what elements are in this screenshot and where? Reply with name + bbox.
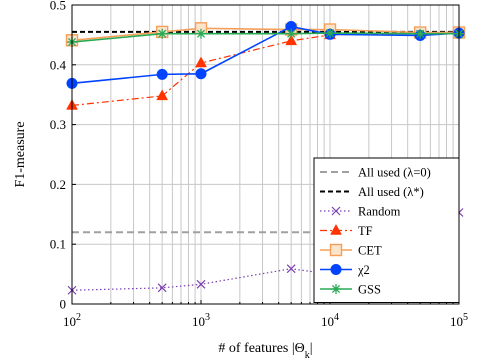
data-point: [196, 28, 206, 39]
series-1: [66, 25, 465, 110]
y-tick-label: 0.2: [50, 177, 66, 192]
y-tick-label: 0: [60, 297, 67, 312]
legend-marker: [329, 243, 343, 257]
legend-label: GSS: [358, 283, 381, 297]
plot-frame: [71, 4, 460, 305]
legend-marker: [330, 264, 342, 275]
data-point: [325, 28, 335, 39]
x-axis-label-main: # of features |Θ: [218, 341, 304, 356]
y-tick-label: 0.5: [50, 0, 66, 13]
legend-label: CET: [358, 244, 382, 258]
data-point: [156, 89, 169, 101]
data-point: [415, 28, 426, 39]
legend-entry: GSS: [320, 283, 381, 297]
legend-label: χ2: [357, 263, 370, 277]
data-point: [196, 279, 206, 289]
data-point: [286, 28, 297, 39]
x-axis-label-sub: k: [305, 350, 310, 361]
legend-label: Random: [358, 205, 401, 219]
x-tick-label: 104: [321, 312, 339, 329]
y-tick-label: 0.1: [50, 237, 66, 252]
x-tick-label: 105: [450, 312, 468, 329]
y-axis-label: F1-measure: [13, 121, 28, 187]
legend-label: All used (λ=0): [358, 166, 431, 180]
legend-entry: All used (λ*): [320, 185, 424, 199]
legend-entry: CET: [320, 244, 382, 258]
legend-marker: [331, 284, 341, 294]
data-point: [195, 56, 207, 68]
legend: All used (λ=0) All used (λ*) Random TF CET χ2…: [313, 157, 460, 303]
y-tick-label: 0.3: [50, 117, 66, 132]
legend-marker: [330, 223, 342, 235]
legend-marker: [331, 206, 341, 216]
data-point: [195, 68, 207, 80]
data-point: [156, 68, 168, 80]
series-line: [71, 31, 460, 107]
legend-entry: TF: [320, 223, 373, 238]
legend-entry: χ2: [320, 263, 370, 277]
data-point: [285, 34, 298, 46]
x-axis-label: # of features |Θk|: [218, 341, 312, 361]
legend-entry: Random: [320, 205, 401, 219]
data-point: [157, 28, 168, 39]
x-tick-label: 102: [63, 312, 81, 329]
legend-label: TF: [358, 224, 373, 238]
x-axis-label-suffix: |: [310, 341, 313, 356]
data-point: [285, 21, 297, 33]
x-tick-label: 103: [192, 312, 210, 329]
data-point: [286, 264, 296, 274]
legend-entry: All used (λ=0): [320, 166, 431, 180]
y-tick-label: 0.4: [50, 57, 67, 72]
data-point: [157, 283, 167, 293]
legend-label: All used (λ*): [358, 185, 424, 199]
